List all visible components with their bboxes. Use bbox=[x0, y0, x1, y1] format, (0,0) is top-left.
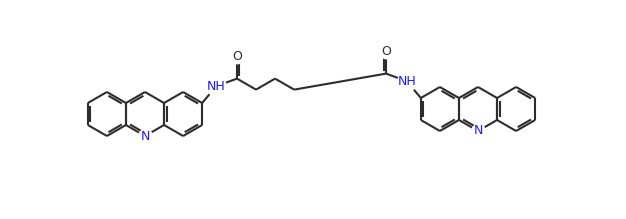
Text: NH: NH bbox=[398, 75, 416, 88]
Text: O: O bbox=[381, 45, 391, 58]
Text: N: N bbox=[473, 124, 483, 138]
Text: O: O bbox=[232, 50, 242, 63]
Text: NH: NH bbox=[207, 80, 226, 93]
Text: N: N bbox=[140, 129, 150, 143]
